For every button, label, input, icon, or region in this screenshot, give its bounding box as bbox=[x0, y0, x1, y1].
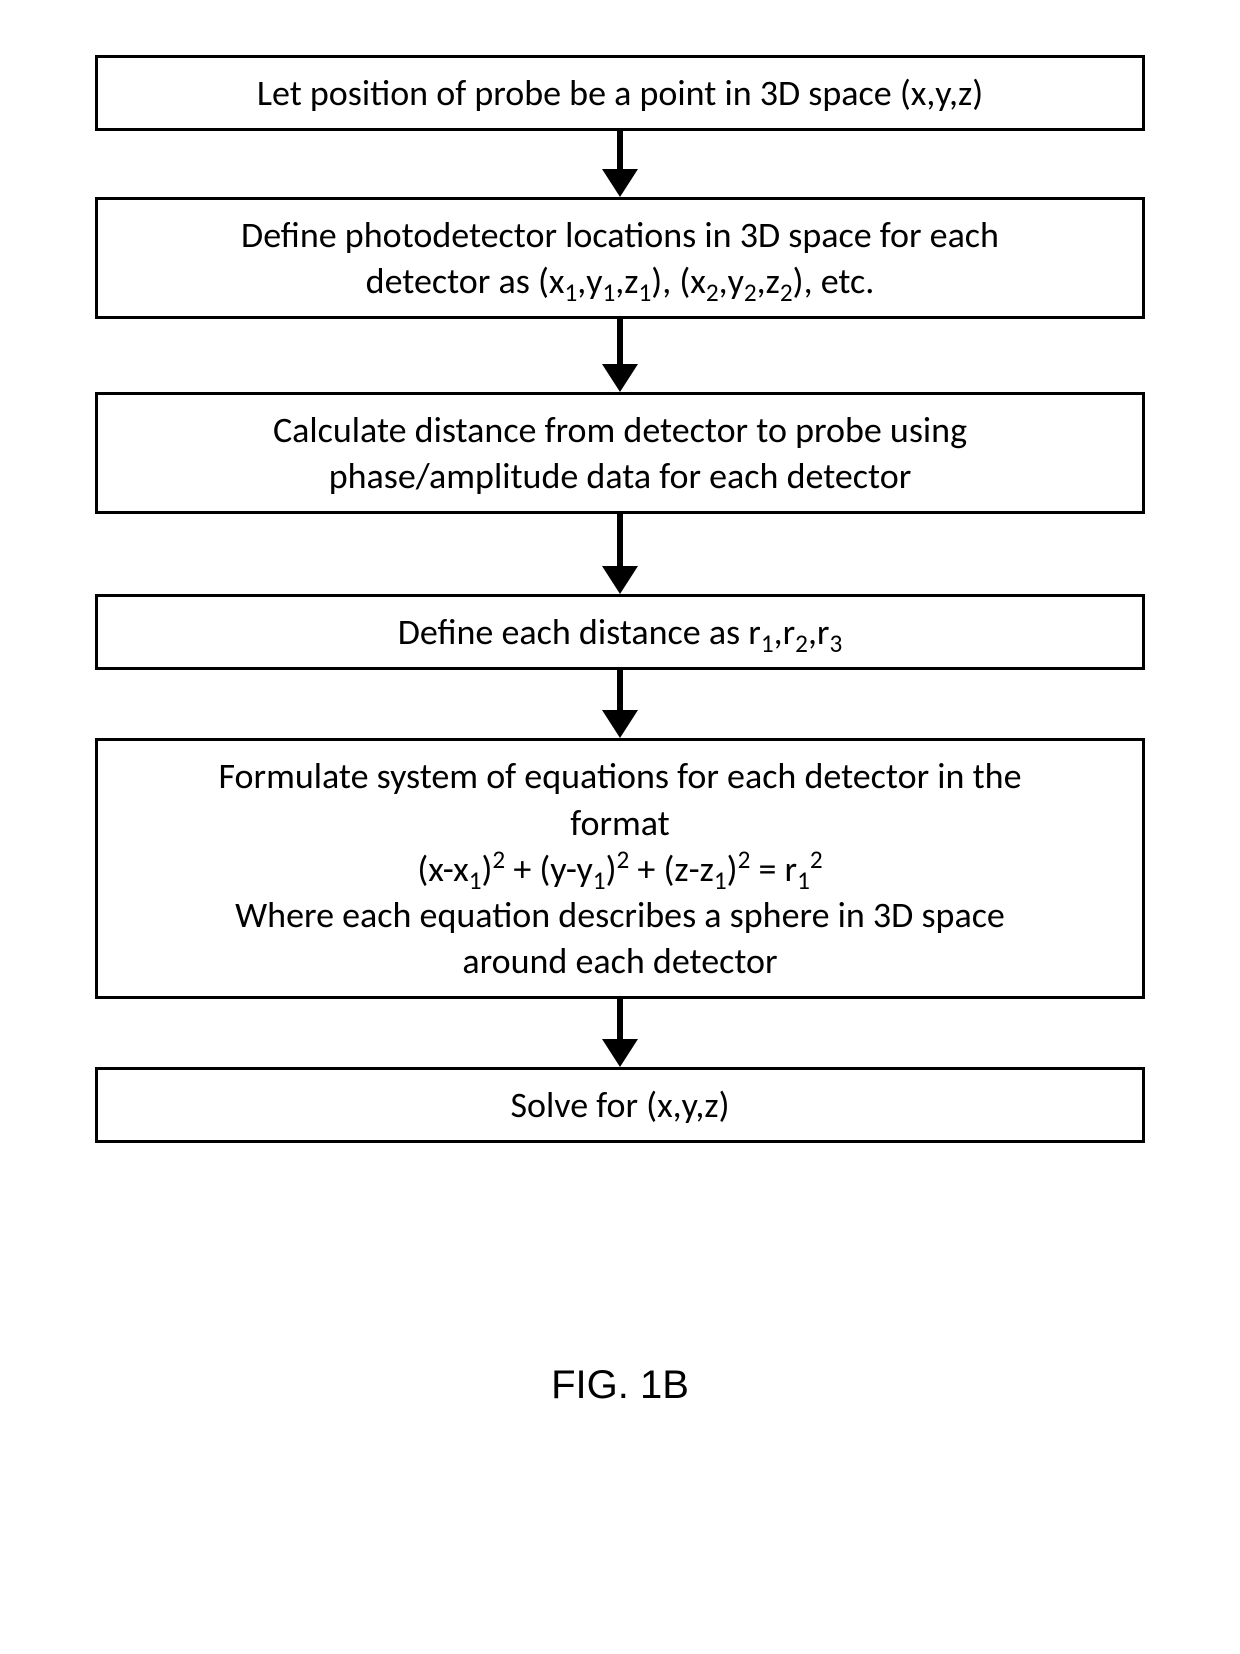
arrow-5 bbox=[602, 999, 638, 1067]
arrow-line bbox=[617, 319, 623, 364]
arrow-3 bbox=[602, 514, 638, 594]
arrow-1 bbox=[602, 131, 638, 197]
arrow-head-icon bbox=[602, 710, 638, 738]
step-text: Solve for (x,y,z) bbox=[511, 1083, 730, 1127]
step-text: Define photodetector locations in 3D spa… bbox=[241, 213, 999, 303]
flowchart-step-2: Define photodetector locations in 3D spa… bbox=[95, 197, 1145, 319]
flowchart-step-4: Define each distance as r1,r2,r3 bbox=[95, 594, 1145, 670]
arrow-line bbox=[617, 999, 623, 1039]
flowchart-container: Let position of probe be a point in 3D s… bbox=[95, 55, 1145, 1143]
step-text: Define each distance as r1,r2,r3 bbox=[398, 610, 843, 654]
figure-caption: FIG. 1B bbox=[551, 1363, 689, 1408]
arrow-head-icon bbox=[602, 1039, 638, 1067]
arrow-line bbox=[617, 670, 623, 710]
step-text: Let position of probe be a point in 3D s… bbox=[257, 71, 983, 115]
arrow-head-icon bbox=[602, 364, 638, 392]
step-text: Calculate distance from detector to prob… bbox=[273, 408, 967, 498]
arrow-line bbox=[617, 131, 623, 169]
flowchart-step-5: Formulate system of equations for each d… bbox=[95, 738, 1145, 998]
arrow-2 bbox=[602, 319, 638, 392]
step-text: Formulate system of equations for each d… bbox=[219, 754, 1022, 982]
flowchart-step-6: Solve for (x,y,z) bbox=[95, 1067, 1145, 1143]
arrow-head-icon bbox=[602, 566, 638, 594]
arrow-line bbox=[617, 514, 623, 566]
flowchart-step-1: Let position of probe be a point in 3D s… bbox=[95, 55, 1145, 131]
arrow-head-icon bbox=[602, 169, 638, 197]
arrow-4 bbox=[602, 670, 638, 738]
flowchart-step-3: Calculate distance from detector to prob… bbox=[95, 392, 1145, 514]
